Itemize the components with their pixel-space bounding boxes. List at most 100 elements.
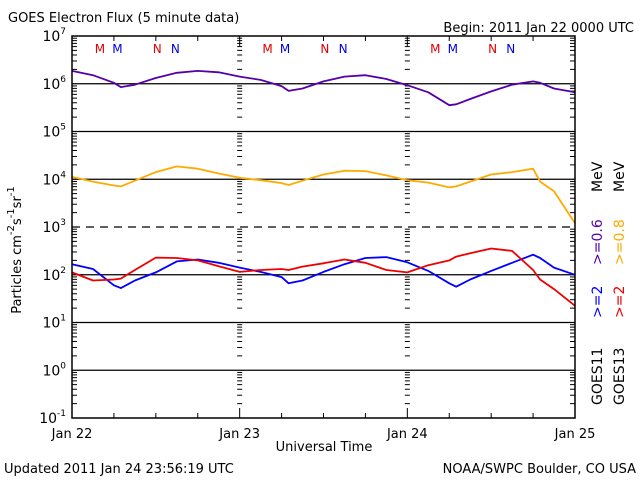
data-point bbox=[260, 179, 262, 181]
y-tick-base: 10 bbox=[42, 125, 60, 141]
data-point bbox=[260, 79, 262, 81]
y-label-base: Particles cm bbox=[10, 235, 25, 314]
data-point bbox=[322, 173, 325, 176]
data-point bbox=[176, 72, 178, 74]
y-tick-exp: 0 bbox=[60, 361, 66, 371]
data-point bbox=[113, 284, 115, 286]
data-point bbox=[532, 168, 534, 170]
gridlines bbox=[72, 83, 575, 371]
x-tick-labels: Jan 22 Jan 23 Jan 24 Jan 25 bbox=[51, 427, 596, 442]
data-point bbox=[113, 278, 115, 281]
y-tick-exp: -1 bbox=[57, 409, 66, 419]
data-point bbox=[176, 260, 178, 262]
series-lines bbox=[71, 70, 576, 307]
data-point bbox=[455, 256, 457, 258]
y-tick-label: 102 bbox=[42, 266, 66, 284]
series-line-goes11-0 bbox=[71, 70, 576, 107]
data-point bbox=[539, 278, 541, 281]
data-point bbox=[155, 271, 157, 273]
y-label-mid2: sr bbox=[10, 196, 25, 209]
data-point bbox=[448, 259, 450, 262]
x-tick-label: Jan 24 bbox=[386, 427, 428, 442]
data-point bbox=[92, 279, 94, 282]
data-point bbox=[301, 180, 304, 182]
data-point bbox=[553, 87, 555, 90]
plot-frame bbox=[71, 35, 576, 419]
y-tick-exp: 2 bbox=[60, 266, 66, 276]
data-point bbox=[343, 75, 346, 78]
data-point bbox=[469, 278, 471, 281]
y-tick-label: 104 bbox=[42, 170, 66, 188]
data-point bbox=[113, 82, 115, 84]
data-point bbox=[287, 184, 290, 186]
data-point bbox=[469, 98, 471, 100]
data-point bbox=[385, 78, 387, 80]
data-point bbox=[385, 256, 387, 258]
legend-unit: MeV bbox=[612, 161, 628, 192]
legend-column-goes13: GOES13 >=2 >=0.8 MeV bbox=[612, 161, 628, 405]
legend-satellite: GOES11 bbox=[590, 348, 606, 405]
data-point bbox=[322, 262, 325, 264]
x-axis-label: Universal Time bbox=[276, 440, 373, 455]
data-point bbox=[553, 190, 555, 192]
data-point bbox=[134, 180, 136, 182]
y-label-mid: s bbox=[10, 218, 25, 225]
data-point bbox=[197, 259, 199, 262]
chart-title: GOES Electron Flux (5 minute data) bbox=[8, 11, 239, 26]
data-point bbox=[260, 269, 262, 271]
data-point bbox=[532, 80, 534, 82]
data-point bbox=[343, 170, 346, 172]
y-label-exp1: -2 bbox=[6, 225, 17, 235]
data-point bbox=[301, 279, 304, 282]
data-point bbox=[539, 82, 541, 84]
data-point bbox=[239, 177, 241, 179]
data-point bbox=[197, 168, 199, 170]
data-point bbox=[469, 252, 471, 254]
data-point bbox=[120, 277, 122, 280]
marker-label: N bbox=[488, 42, 497, 56]
y-tick-label: 100 bbox=[42, 361, 66, 379]
y-tick-base: 10 bbox=[42, 29, 60, 45]
y-tick-base: 10 bbox=[42, 268, 60, 284]
data-point bbox=[322, 271, 325, 273]
legend-entry: >=2 bbox=[612, 286, 628, 318]
marker-label: N bbox=[171, 42, 180, 56]
y-tick-exp: 5 bbox=[60, 123, 66, 133]
y-tick-exp: 6 bbox=[60, 75, 66, 85]
data-point bbox=[301, 266, 304, 268]
marker-label: M bbox=[112, 42, 122, 56]
data-point bbox=[511, 171, 513, 173]
data-point bbox=[511, 262, 513, 264]
data-point bbox=[448, 104, 450, 106]
data-point bbox=[287, 282, 290, 284]
data-point bbox=[448, 282, 450, 284]
marker-label: N bbox=[506, 42, 515, 56]
y-tick-label: 106 bbox=[42, 75, 66, 93]
data-point bbox=[427, 91, 429, 93]
data-point bbox=[260, 271, 262, 273]
data-point bbox=[364, 262, 367, 264]
data-point bbox=[280, 276, 283, 278]
data-point bbox=[553, 266, 555, 269]
y-tick-base: 10 bbox=[42, 77, 60, 93]
data-point bbox=[134, 279, 136, 282]
marker-label: M bbox=[95, 42, 105, 56]
y-tick-label: 105 bbox=[42, 123, 66, 141]
data-point bbox=[448, 186, 450, 188]
data-point bbox=[134, 84, 136, 86]
credit-label: NOAA/SWPC Boulder, CO USA bbox=[443, 462, 636, 477]
data-point bbox=[287, 269, 290, 271]
y-label-exp3: -1 bbox=[6, 186, 17, 196]
marker-label: N bbox=[320, 42, 329, 56]
data-point bbox=[239, 75, 241, 78]
data-point bbox=[539, 181, 541, 183]
data-point bbox=[120, 86, 122, 88]
begin-label: Begin: 2011 Jan 22 0000 UTC bbox=[443, 21, 634, 36]
data-point bbox=[406, 179, 408, 181]
y-tick-base: 10 bbox=[39, 411, 57, 427]
data-point bbox=[406, 271, 408, 273]
data-point bbox=[553, 288, 555, 290]
data-point bbox=[385, 174, 387, 177]
